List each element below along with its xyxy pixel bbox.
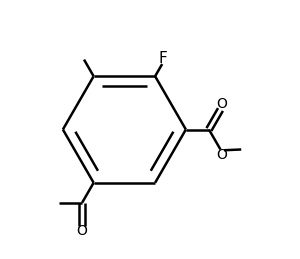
Text: O: O	[216, 97, 227, 111]
Text: F: F	[158, 51, 167, 66]
Text: O: O	[76, 224, 87, 239]
Text: O: O	[216, 148, 227, 162]
